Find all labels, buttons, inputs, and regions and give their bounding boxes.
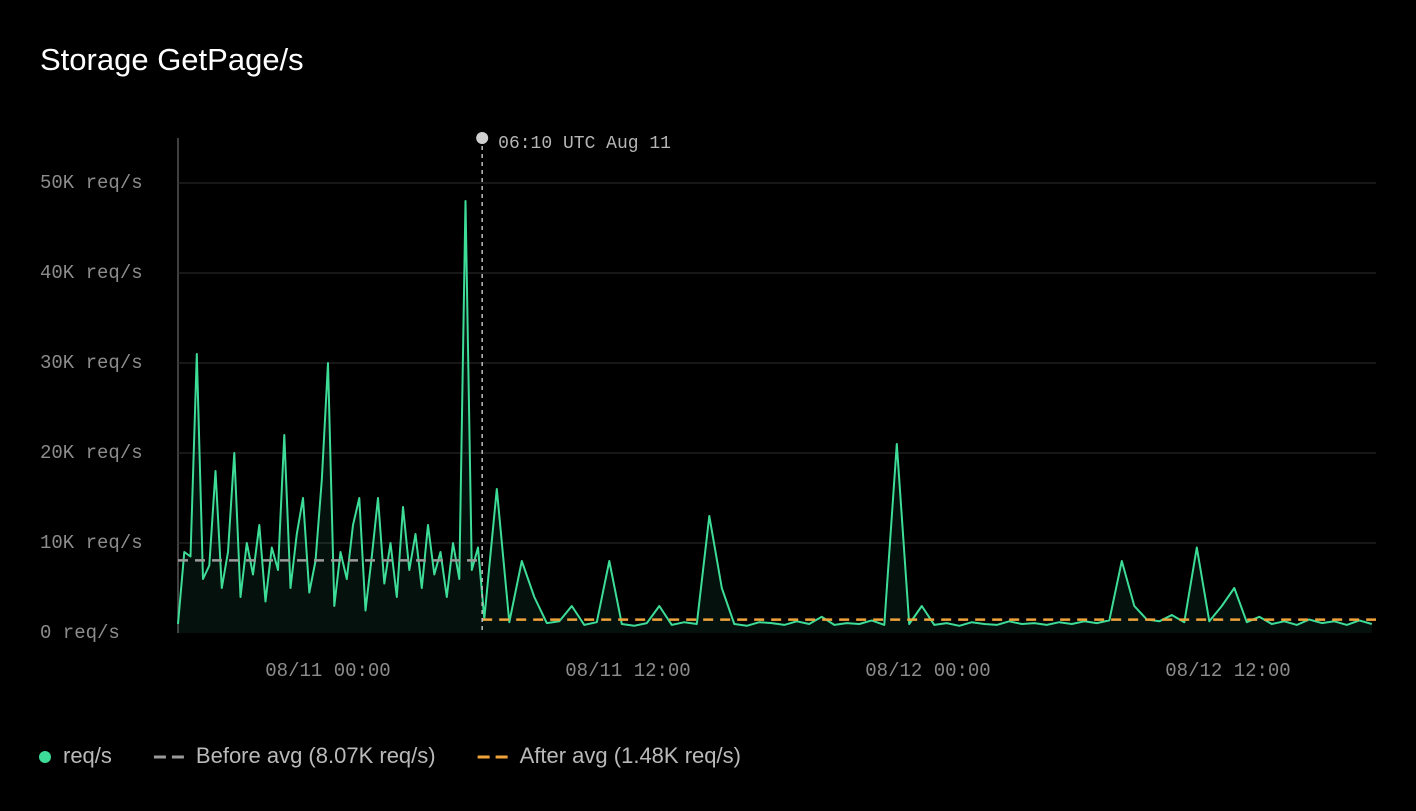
annotation-dot [476,132,489,144]
y-tick-label: 30K req/s [40,352,143,374]
series-area [178,201,1372,633]
x-tick-label: 08/12 00:00 [865,660,990,682]
y-tick-label: 10K req/s [40,532,143,554]
y-tick-label: 0 req/s [40,622,120,644]
chart-title: Storage GetPage/s [40,42,304,77]
y-tick-label: 20K req/s [40,442,143,464]
series-line [177,200,1373,627]
y-tick-label: 40K req/s [40,262,143,284]
legend-swatch [39,751,51,763]
annotation-label: 06:10 UTC Aug 11 [498,134,671,154]
x-tick-label: 08/11 00:00 [265,660,390,682]
legend-label: req/s [63,743,112,768]
x-tick-label: 08/11 12:00 [565,660,690,682]
legend-label: After avg (1.48K req/s) [520,743,741,768]
x-tick-label: 08/12 12:00 [1165,660,1290,682]
y-tick-label: 50K req/s [40,172,143,194]
legend-label: Before avg (8.07K req/s) [196,743,436,768]
